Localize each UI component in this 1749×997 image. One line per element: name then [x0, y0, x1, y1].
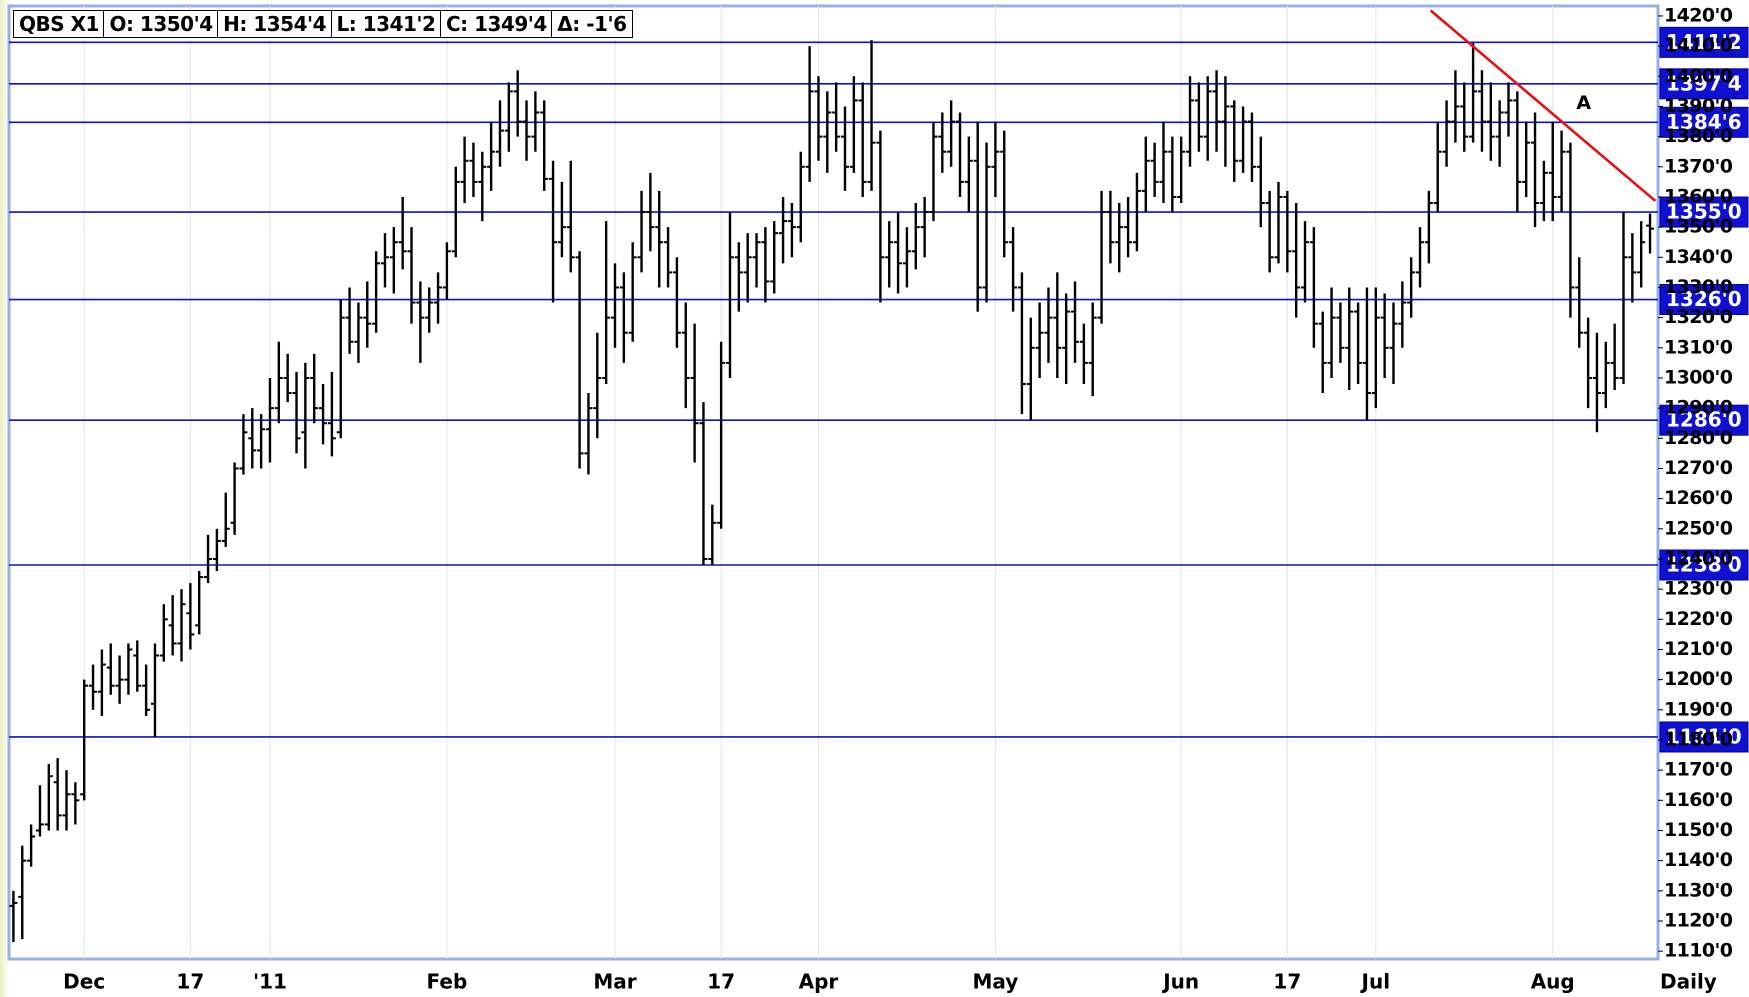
- level-box: [1659, 106, 1749, 138]
- trend-line: [1429, 9, 1657, 202]
- header-field: O: 1350'4: [103, 10, 219, 38]
- x-tick-label: '11: [253, 970, 287, 994]
- level-box: [1659, 284, 1749, 316]
- y-tick-label: 1130'0: [1664, 879, 1733, 901]
- header-field: L: 1341'2: [330, 10, 442, 38]
- y-tick-label: 1200'0: [1664, 668, 1733, 690]
- y-tick-label: 1310'0: [1664, 336, 1733, 358]
- x-tick-label: Apr: [799, 970, 839, 994]
- level-box: [1659, 26, 1749, 58]
- x-tick-label: Mar: [593, 970, 636, 994]
- x-tick-label: Jun: [1161, 970, 1199, 994]
- y-tick-label: 1240'0: [1664, 547, 1733, 569]
- y-tick-label: 1140'0: [1664, 849, 1733, 871]
- y-tick-label: 1340'0: [1664, 246, 1733, 268]
- x-tick-label: 17: [707, 970, 735, 994]
- x-tick-label: Dec: [63, 970, 105, 994]
- x-tick-label: 17: [1273, 970, 1301, 994]
- y-tick-label: 1270'0: [1664, 457, 1733, 479]
- header-field: QBS X1: [13, 10, 105, 38]
- period-label: Daily: [1660, 970, 1717, 994]
- y-tick-label: 1390'0: [1664, 95, 1733, 117]
- level-box: [1659, 196, 1749, 228]
- y-tick-label: 1330'0: [1664, 276, 1733, 298]
- y-tick-label: 1170'0: [1664, 759, 1733, 781]
- y-tick-label: 1380'0: [1664, 125, 1733, 147]
- level-label: 1355'0: [1666, 200, 1742, 224]
- y-tick-label: 1420'0: [1664, 4, 1733, 26]
- y-tick-label: 1320'0: [1664, 306, 1733, 328]
- x-tick-label: 17: [176, 970, 204, 994]
- x-tick-label: Feb: [427, 970, 468, 994]
- level-box: [1659, 404, 1749, 436]
- y-tick-label: 1300'0: [1664, 366, 1733, 388]
- x-tick-label: Aug: [1531, 970, 1575, 994]
- y-tick-label: 1280'0: [1664, 427, 1733, 449]
- y-tick-label: 1360'0: [1664, 185, 1733, 207]
- y-tick-label: 1110'0: [1664, 940, 1733, 962]
- y-tick-label: 1120'0: [1664, 909, 1733, 931]
- level-label: 1181'0: [1666, 724, 1742, 748]
- y-tick-label: 1350'0: [1664, 216, 1733, 238]
- edge-shade: [0, 0, 9, 997]
- header-field: H: 1354'4: [217, 10, 333, 38]
- y-tick-label: 1220'0: [1664, 608, 1733, 630]
- y-tick-label: 1290'0: [1664, 397, 1733, 419]
- header-field: Δ: -1'6: [551, 10, 633, 38]
- y-tick-label: 1370'0: [1664, 155, 1733, 177]
- y-tick-label: 1230'0: [1664, 578, 1733, 600]
- annotation: A: [1576, 92, 1591, 114]
- level-box: [1659, 721, 1749, 753]
- y-tick-label: 1190'0: [1664, 698, 1733, 720]
- x-tick-label: Jul: [1360, 970, 1391, 994]
- y-tick-label: 1250'0: [1664, 517, 1733, 539]
- y-tick-label: 1400'0: [1664, 65, 1733, 87]
- y-tick-label: 1150'0: [1664, 819, 1733, 841]
- level-label: 1384'6: [1666, 110, 1742, 134]
- level-box: [1659, 549, 1749, 581]
- y-tick-label: 1210'0: [1664, 638, 1733, 660]
- level-label: 1286'0: [1666, 408, 1742, 432]
- level-label: 1411'2: [1666, 30, 1742, 54]
- header-bar: QBS X1 O: 1350'4 H: 1354'4 L: 1341'2 C: 1349…: [13, 10, 633, 38]
- y-tick-label: 1160'0: [1664, 789, 1733, 811]
- y-tick-label: 1260'0: [1664, 487, 1733, 509]
- level-label: 1238'0: [1666, 553, 1742, 577]
- y-tick-label: 1180'0: [1664, 728, 1733, 750]
- x-tick-label: May: [972, 970, 1018, 994]
- level-box: [1659, 68, 1749, 100]
- y-tick-label: 1410'0: [1664, 35, 1733, 57]
- level-label: 1326'0: [1666, 287, 1742, 311]
- plot-frame: [7, 4, 1660, 961]
- header-field: C: 1349'4: [439, 10, 553, 38]
- level-label: 1397'4: [1666, 71, 1742, 95]
